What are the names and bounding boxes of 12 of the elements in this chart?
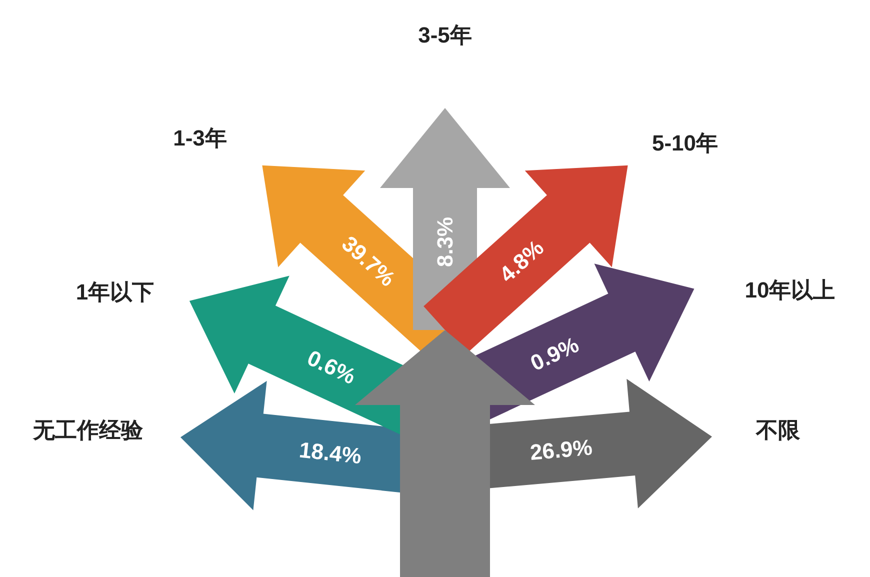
data-label: 26.9% xyxy=(528,434,594,466)
data-label: 0.9% xyxy=(526,332,583,376)
category-label: 3-5年 xyxy=(418,22,472,48)
category-label: 10年以上 xyxy=(744,278,836,302)
category-label: 不限 xyxy=(755,418,801,442)
category-label: 1-3年 xyxy=(173,126,227,150)
category-label: 无工作经验 xyxy=(32,418,144,442)
data-label: 18.4% xyxy=(298,437,363,469)
category-label: 5-10年 xyxy=(652,130,718,156)
data-label: 8.3% xyxy=(432,216,458,268)
category-label: 1年以下 xyxy=(76,280,154,304)
data-label: 0.6% xyxy=(304,345,360,389)
